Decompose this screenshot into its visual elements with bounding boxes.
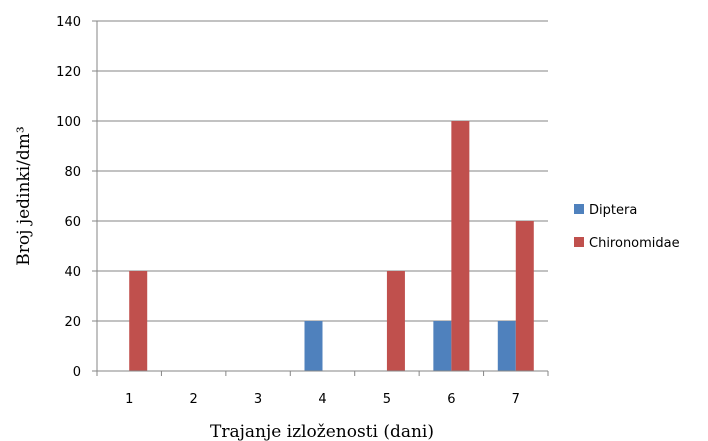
legend-label-diptera: Diptera — [589, 203, 637, 218]
bar-diptera-4 — [304, 321, 323, 371]
y-axis-title: Broj jedinki/dm³ — [14, 126, 34, 265]
y-tick-label: 140 — [56, 15, 81, 30]
y-tick-labels: 0 20 40 60 80 100 120 140 — [56, 15, 81, 380]
bar-diptera-7 — [497, 321, 516, 371]
x-tick-label: 7 — [512, 392, 520, 407]
legend: Diptera Chironomidae — [574, 203, 680, 251]
x-tick-label: 5 — [383, 392, 391, 407]
bar-chironomidae-1 — [129, 271, 148, 371]
x-tick-label: 3 — [254, 392, 262, 407]
bar-chironomidae-6 — [451, 121, 470, 371]
bars — [129, 121, 534, 371]
y-tick-label: 120 — [56, 65, 81, 80]
legend-swatch-chironomidae — [574, 237, 584, 247]
y-tick-label: 20 — [64, 315, 81, 330]
y-tick-label: 80 — [64, 165, 81, 180]
y-tick-label: 0 — [73, 365, 81, 380]
y-tick-label: 40 — [64, 265, 81, 280]
legend-swatch-diptera — [574, 204, 584, 214]
bar-chironomidae-5 — [386, 271, 405, 371]
y-tick-label: 100 — [56, 115, 81, 130]
x-axis-title: Trajanje izloženosti (dani) — [210, 422, 434, 441]
x-tick-label: 4 — [318, 392, 326, 407]
x-tick-label: 2 — [190, 392, 198, 407]
legend-label-chironomidae: Chironomidae — [589, 236, 680, 251]
x-tick-label: 1 — [125, 392, 133, 407]
y-tick-label: 60 — [64, 215, 81, 230]
x-tick-label: 6 — [447, 392, 455, 407]
gridlines — [97, 20, 548, 322]
bar-chironomidae-7 — [515, 221, 534, 371]
bar-diptera-6 — [433, 321, 452, 371]
x-tick-labels: 1 2 3 4 5 6 7 — [125, 392, 520, 407]
axes — [92, 20, 549, 376]
